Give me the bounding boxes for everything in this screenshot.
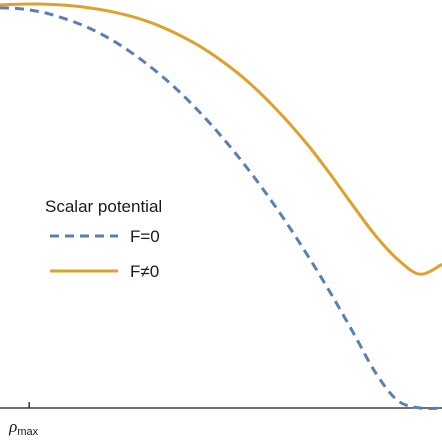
x-tick-label: ρmax [8, 417, 38, 438]
tick-label-sub: max [17, 426, 38, 438]
legend-label-f0: F=0 [130, 227, 160, 246]
tick-label-main: ρ [8, 417, 17, 436]
legend-title: Scalar potential [45, 197, 162, 216]
legend: Scalar potential F=0 F≠0 [45, 197, 162, 281]
series-line-fne0 [0, 2, 442, 276]
series-line-f0 [0, 6, 442, 411]
legend-label-fne0: F≠0 [130, 262, 159, 281]
